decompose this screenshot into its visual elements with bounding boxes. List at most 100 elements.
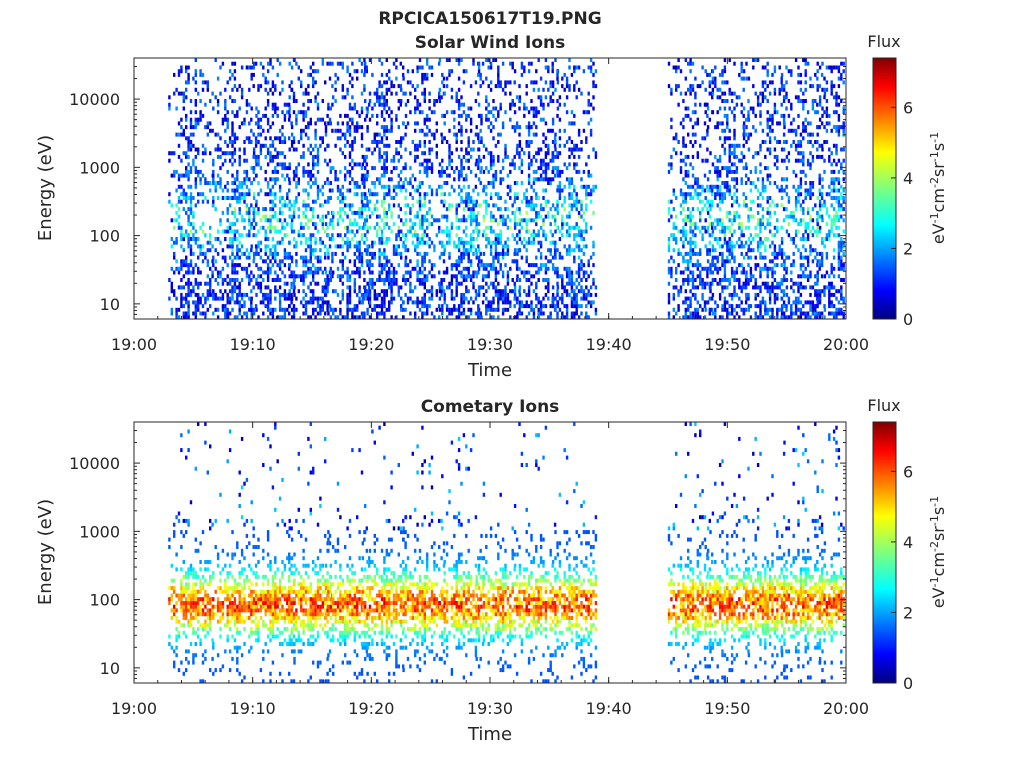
heatmap-cell bbox=[348, 244, 352, 249]
heatmap-cell bbox=[293, 285, 296, 290]
heatmap-cell bbox=[556, 169, 559, 174]
heatmap-cell bbox=[385, 125, 388, 130]
heatmap-cell bbox=[348, 292, 352, 297]
heatmap-cell bbox=[224, 184, 227, 189]
heatmap-cell bbox=[457, 259, 461, 264]
heatmap-cell bbox=[326, 113, 329, 118]
heatmap-cell bbox=[694, 91, 697, 96]
heatmap-cell bbox=[551, 99, 555, 103]
heatmap-cell bbox=[290, 300, 293, 305]
heatmap-cell bbox=[501, 222, 505, 227]
heatmap-cell bbox=[224, 307, 227, 312]
heatmap-cell bbox=[547, 259, 550, 264]
heatmap-cell bbox=[177, 214, 181, 219]
heatmap-cell bbox=[358, 244, 361, 249]
heatmap-cell bbox=[438, 87, 442, 92]
heatmap-cell bbox=[721, 229, 724, 234]
heatmap-cell bbox=[537, 300, 540, 305]
heatmap-cell bbox=[497, 69, 500, 74]
heatmap-cell bbox=[286, 110, 289, 115]
heatmap-cell bbox=[402, 307, 405, 312]
heatmap-cell bbox=[252, 72, 255, 77]
heatmap-cell bbox=[351, 210, 354, 215]
heatmap-cell bbox=[192, 125, 195, 130]
heatmap-cell bbox=[728, 151, 731, 156]
heatmap-cell bbox=[221, 307, 225, 312]
heatmap-cell bbox=[513, 248, 517, 253]
heatmap-cell bbox=[527, 240, 531, 245]
heatmap-cell bbox=[445, 218, 449, 223]
heatmap-cell bbox=[224, 311, 227, 316]
heatmap-cell bbox=[266, 244, 270, 249]
heatmap-cell bbox=[278, 307, 282, 312]
heatmap-cell bbox=[266, 296, 270, 301]
heatmap-cell bbox=[728, 91, 731, 96]
heatmap-cell bbox=[568, 196, 571, 200]
heatmap-cell bbox=[469, 222, 473, 227]
heatmap-cell bbox=[309, 233, 312, 238]
heatmap-cell bbox=[443, 248, 446, 253]
heatmap-cell bbox=[430, 263, 434, 268]
heatmap-cell bbox=[266, 117, 270, 122]
heatmap-cell bbox=[565, 229, 569, 234]
heatmap-cell bbox=[523, 102, 526, 107]
heatmap-cell bbox=[570, 192, 574, 197]
heatmap-cell bbox=[575, 162, 578, 167]
solar-wind-panel: Solar Wind Ions 19:00 19:10 19:20 19:30 19:4… bbox=[35, 32, 948, 381]
heatmap-cell bbox=[404, 307, 407, 312]
heatmap-cell bbox=[525, 203, 528, 208]
heatmap-cell bbox=[197, 199, 200, 204]
heatmap-cell bbox=[547, 210, 550, 215]
heatmap-cell bbox=[199, 270, 202, 275]
heatmap-cell bbox=[329, 166, 332, 171]
heatmap-cell bbox=[691, 166, 695, 171]
heatmap-cell bbox=[348, 125, 352, 130]
heatmap-cell bbox=[704, 87, 707, 92]
heatmap-cell bbox=[266, 69, 270, 74]
heatmap-cell bbox=[324, 255, 327, 260]
heatmap-cell bbox=[430, 110, 434, 115]
heatmap-cell bbox=[441, 304, 444, 309]
heatmap-cell bbox=[271, 65, 275, 70]
heatmap-cell bbox=[206, 240, 209, 245]
heatmap-cell bbox=[206, 289, 209, 294]
heatmap-cell bbox=[366, 229, 369, 234]
heatmap-cell bbox=[409, 218, 412, 223]
heatmap-cell bbox=[423, 72, 426, 77]
heatmap-cell bbox=[290, 285, 293, 290]
heatmap-cell bbox=[187, 214, 190, 219]
heatmap-cell bbox=[288, 188, 291, 193]
heatmap-cell bbox=[257, 158, 260, 163]
heatmap-cell bbox=[366, 263, 369, 268]
heatmap-cell bbox=[264, 259, 267, 264]
heatmap-cell bbox=[281, 140, 284, 144]
heatmap-cell bbox=[264, 244, 267, 249]
heatmap-cell bbox=[390, 214, 393, 219]
heatmap-cell bbox=[300, 225, 303, 230]
heatmap-cell bbox=[245, 233, 249, 238]
heatmap-cell bbox=[551, 292, 555, 297]
heatmap-cell bbox=[721, 181, 724, 185]
heatmap-cell bbox=[283, 289, 287, 294]
heatmap-cell bbox=[331, 61, 334, 66]
heatmap-cell bbox=[565, 292, 569, 297]
heatmap-cell bbox=[532, 154, 536, 159]
heatmap-cell bbox=[259, 266, 263, 271]
heatmap-cell bbox=[295, 251, 298, 256]
heatmap-cell bbox=[492, 162, 495, 167]
heatmap-cell bbox=[390, 91, 393, 96]
heatmap-cell bbox=[248, 188, 251, 193]
heatmap-cell bbox=[547, 285, 550, 290]
heatmap-cell bbox=[397, 225, 400, 230]
heatmap-cell bbox=[400, 296, 403, 301]
heatmap-cell bbox=[499, 106, 502, 111]
heatmap-cell bbox=[575, 143, 578, 148]
heatmap-cell bbox=[364, 218, 367, 223]
heatmap-cell bbox=[238, 263, 241, 268]
heatmap-cell bbox=[312, 80, 315, 85]
heatmap-cell bbox=[295, 199, 298, 204]
heatmap-cell bbox=[525, 125, 528, 130]
heatmap-cell bbox=[462, 300, 466, 305]
heatmap-cell bbox=[696, 207, 699, 212]
heatmap-cell bbox=[209, 281, 212, 286]
